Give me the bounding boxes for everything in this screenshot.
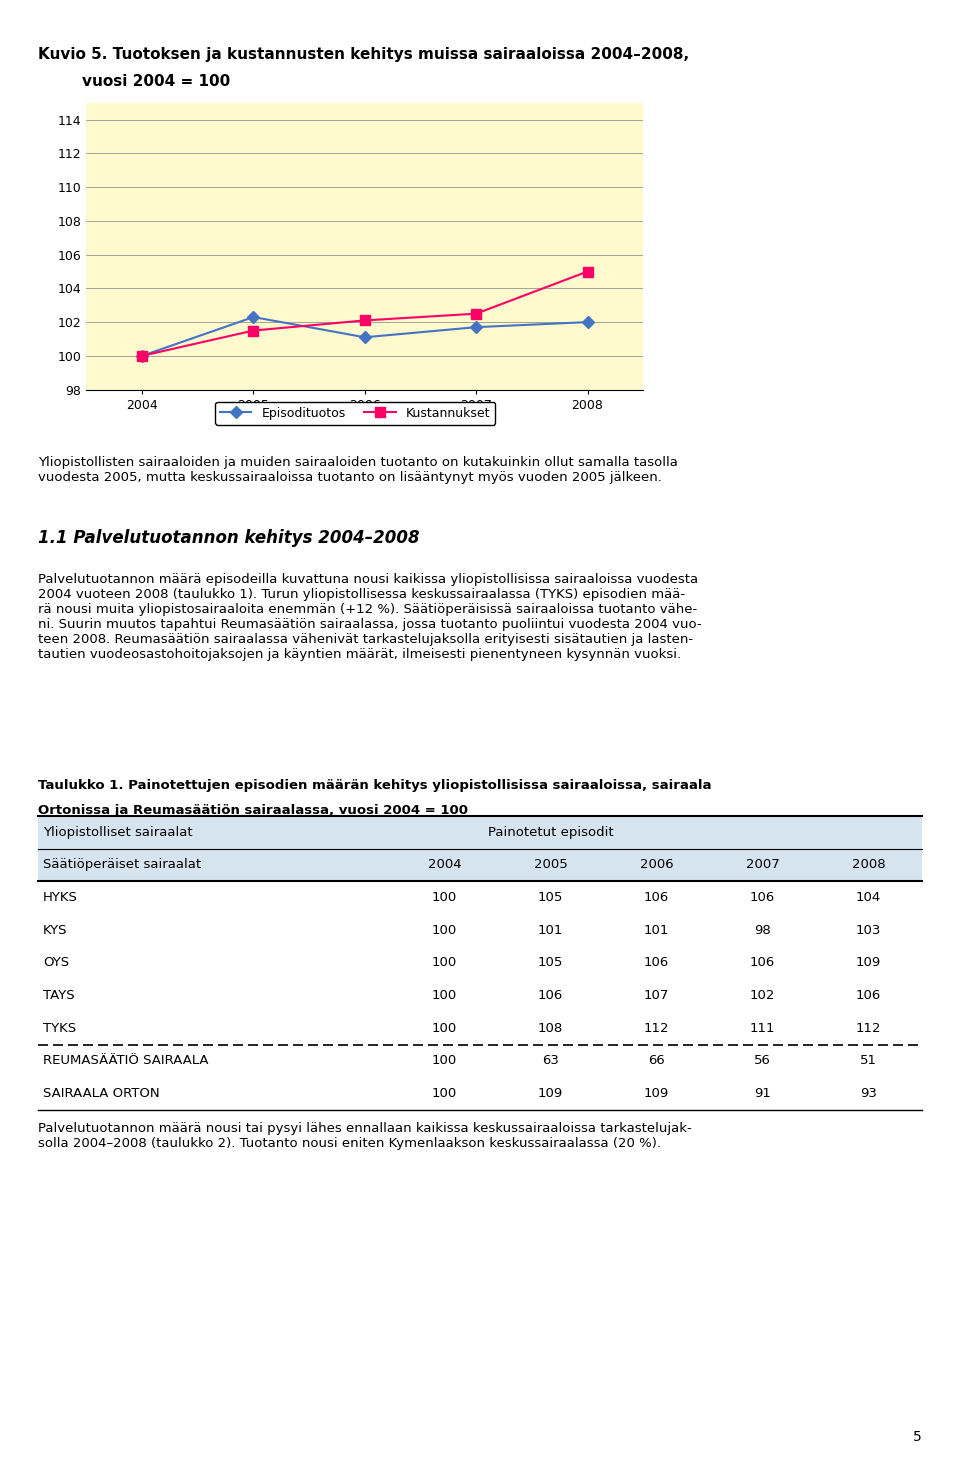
Text: 105: 105 — [538, 891, 564, 904]
Text: Yliopistolliset sairaalat: Yliopistolliset sairaalat — [43, 826, 192, 839]
Text: 106: 106 — [750, 957, 776, 969]
Text: 106: 106 — [856, 989, 881, 1003]
Text: 108: 108 — [538, 1022, 564, 1035]
Text: 51: 51 — [860, 1054, 877, 1067]
Text: 100: 100 — [432, 989, 457, 1003]
Text: vuosi 2004 = 100: vuosi 2004 = 100 — [82, 74, 229, 88]
Text: 56: 56 — [755, 1054, 771, 1067]
Text: Palvelutuotannon määrä nousi tai pysyi lähes ennallaan kaikissa keskussairaalois: Palvelutuotannon määrä nousi tai pysyi l… — [38, 1122, 692, 1150]
Text: 1.1 Palvelutuotannon kehitys 2004–2008: 1.1 Palvelutuotannon kehitys 2004–2008 — [38, 529, 420, 547]
Text: 100: 100 — [432, 1086, 457, 1100]
Text: Palvelutuotannon määrä episodeilla kuvattuna nousi kaikissa yliopistollisissa sa: Palvelutuotannon määrä episodeilla kuvat… — [38, 573, 702, 662]
Text: 112: 112 — [644, 1022, 669, 1035]
Text: 100: 100 — [432, 923, 457, 936]
Text: REUMASÄÄTIÖ SAIRAALA: REUMASÄÄTIÖ SAIRAALA — [43, 1054, 208, 1067]
Text: 106: 106 — [644, 957, 669, 969]
Text: Ortonissa ja Reumasäätiön sairaalassa, vuosi 2004 = 100: Ortonissa ja Reumasäätiön sairaalassa, v… — [38, 804, 468, 817]
Legend: Episodituotos, Kustannukset: Episodituotos, Kustannukset — [215, 401, 495, 425]
Text: OYS: OYS — [43, 957, 69, 969]
Text: 93: 93 — [860, 1086, 877, 1100]
Text: 2005: 2005 — [534, 858, 567, 872]
Text: 91: 91 — [755, 1086, 771, 1100]
Text: SAIRAALA ORTON: SAIRAALA ORTON — [43, 1086, 159, 1100]
Text: 106: 106 — [644, 891, 669, 904]
FancyBboxPatch shape — [38, 848, 922, 881]
Text: 5: 5 — [913, 1429, 922, 1444]
Text: 109: 109 — [856, 957, 881, 969]
Text: 100: 100 — [432, 891, 457, 904]
Text: 109: 109 — [644, 1086, 669, 1100]
Text: 111: 111 — [750, 1022, 776, 1035]
Text: 103: 103 — [856, 923, 881, 936]
Text: 109: 109 — [538, 1086, 564, 1100]
Text: 104: 104 — [856, 891, 881, 904]
Text: TAYS: TAYS — [43, 989, 75, 1003]
Text: 98: 98 — [755, 923, 771, 936]
Text: 100: 100 — [432, 1022, 457, 1035]
Text: 101: 101 — [538, 923, 564, 936]
Text: 2004: 2004 — [428, 858, 462, 872]
Text: 106: 106 — [750, 891, 776, 904]
Text: 107: 107 — [644, 989, 669, 1003]
Text: 101: 101 — [644, 923, 669, 936]
Text: Säätiöperäiset sairaalat: Säätiöperäiset sairaalat — [43, 858, 201, 872]
Text: 2007: 2007 — [746, 858, 780, 872]
Text: 63: 63 — [542, 1054, 559, 1067]
Text: 66: 66 — [648, 1054, 665, 1067]
Text: 2006: 2006 — [639, 858, 674, 872]
Text: 105: 105 — [538, 957, 564, 969]
Text: Kuvio 5. Tuotoksen ja kustannusten kehitys muissa sairaaloissa 2004–2008,: Kuvio 5. Tuotoksen ja kustannusten kehit… — [38, 47, 689, 62]
Text: 100: 100 — [432, 957, 457, 969]
Text: Yliopistollisten sairaaloiden ja muiden sairaaloiden tuotanto on kutakuinkin oll: Yliopistollisten sairaaloiden ja muiden … — [38, 456, 679, 484]
Text: 100: 100 — [432, 1054, 457, 1067]
Text: 112: 112 — [856, 1022, 881, 1035]
Text: Taulukko 1. Painotettujen episodien määrän kehitys yliopistollisissa sairaaloiss: Taulukko 1. Painotettujen episodien määr… — [38, 779, 712, 792]
Text: 102: 102 — [750, 989, 776, 1003]
Text: 2008: 2008 — [852, 858, 885, 872]
Text: TYKS: TYKS — [43, 1022, 76, 1035]
Text: 106: 106 — [538, 989, 564, 1003]
Text: Painotetut episodit: Painotetut episodit — [488, 826, 613, 839]
Text: KYS: KYS — [43, 923, 67, 936]
Text: HYKS: HYKS — [43, 891, 78, 904]
FancyBboxPatch shape — [38, 816, 922, 848]
